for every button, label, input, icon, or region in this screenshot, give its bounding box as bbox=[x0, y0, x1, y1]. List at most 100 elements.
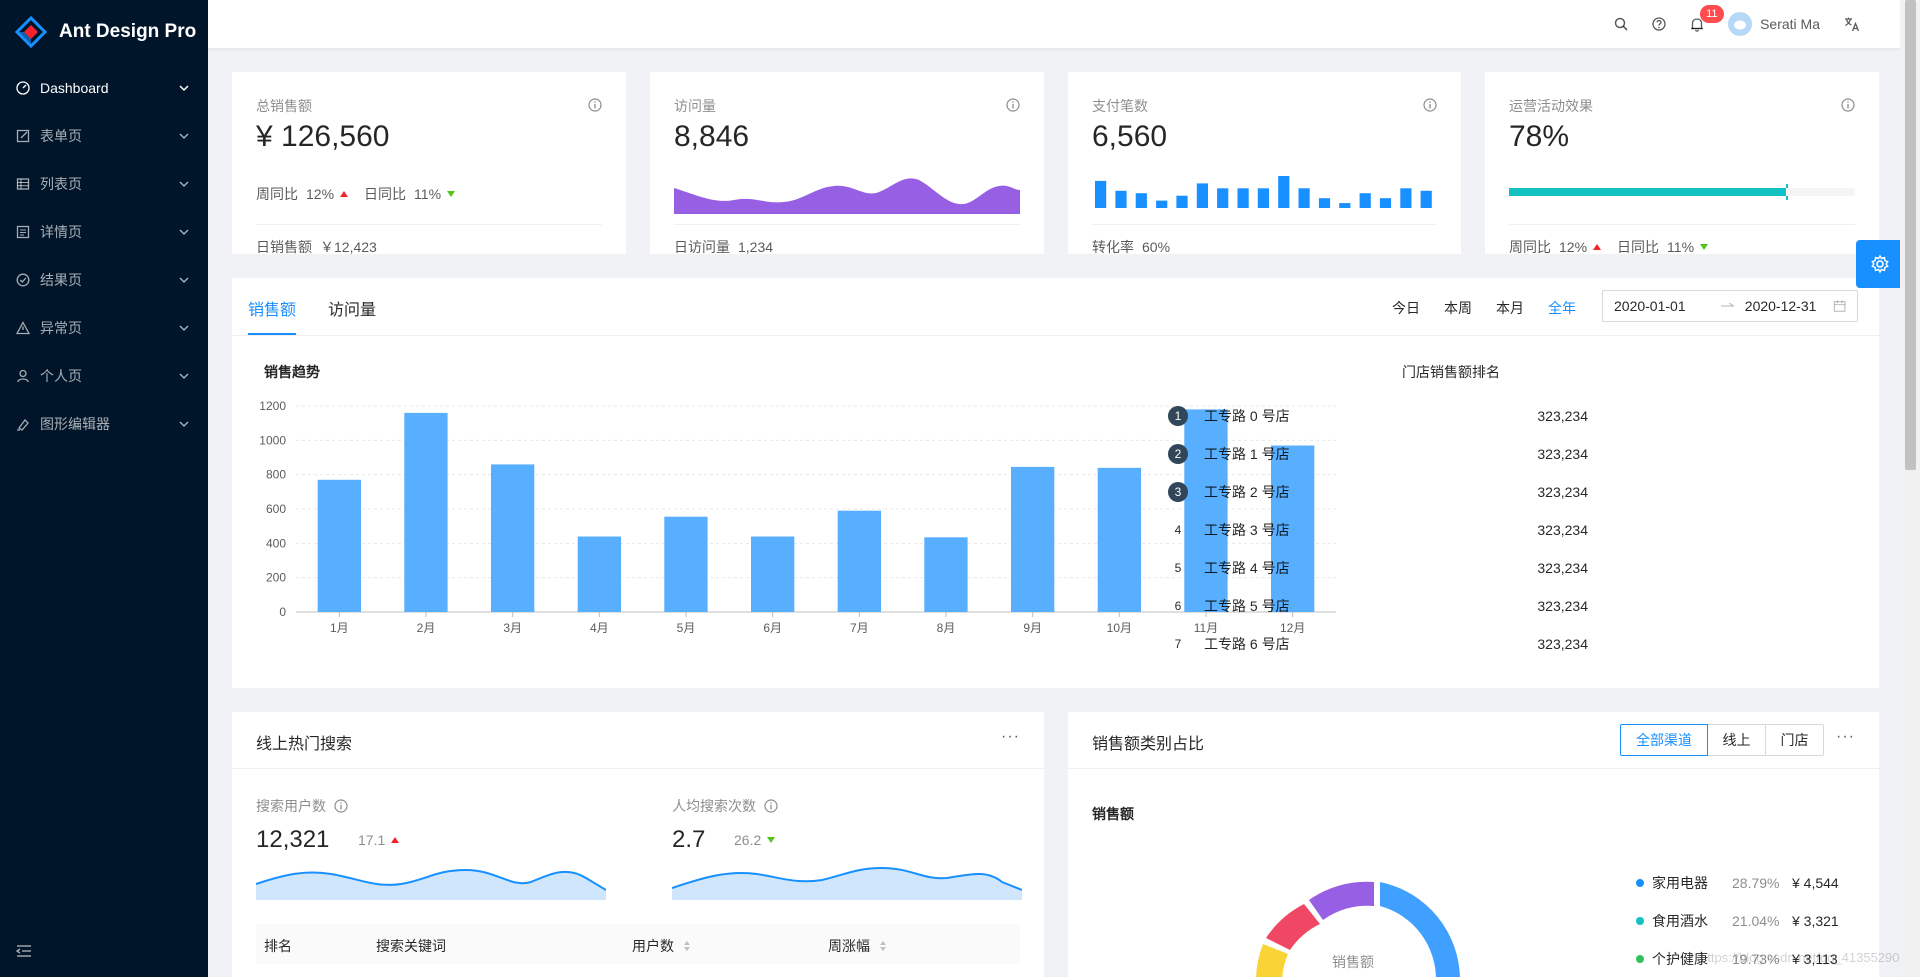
bar-2月 bbox=[404, 412, 448, 612]
legend-item[interactable]: 个护健康 19.73% ¥ 3,113 bbox=[1636, 948, 1866, 970]
sort-icon bbox=[880, 941, 886, 951]
col-keyword: 搜索关键词 bbox=[376, 938, 446, 954]
sidebar-item-exception[interactable]: 异常页 bbox=[0, 304, 208, 352]
info-circle-icon[interactable] bbox=[334, 799, 348, 813]
sidebar-item-profile[interactable]: 详情页 bbox=[0, 208, 208, 256]
x-tick-label: 8月 bbox=[937, 621, 956, 635]
scrollbar-thumb[interactable] bbox=[1905, 0, 1916, 470]
info-circle-icon[interactable] bbox=[1841, 98, 1855, 112]
ranking-row: 4 工专路 3 号店 323,234 bbox=[1168, 520, 1588, 540]
bar-4月 bbox=[577, 536, 621, 612]
store-name: 工专路 2 号店 bbox=[1204, 484, 1290, 500]
col-weekly-change[interactable]: 周涨幅 bbox=[828, 936, 888, 956]
date-end[interactable]: 2020-12-31 bbox=[1744, 298, 1817, 314]
bar-6月 bbox=[751, 536, 795, 612]
chevron-down-icon bbox=[179, 325, 189, 332]
sidebar-item-list[interactable]: 列表页 bbox=[0, 160, 208, 208]
stat-value: ¥ 126,560 bbox=[256, 120, 390, 153]
legend-percent: 19.73% bbox=[1732, 951, 1780, 967]
sidebar-item-label: 表单页 bbox=[40, 128, 82, 144]
metric-label: 人均搜索次数 bbox=[672, 798, 756, 814]
header-search-button[interactable] bbox=[1602, 0, 1640, 48]
radio-all-channels[interactable]: 全部渠道 bbox=[1620, 724, 1708, 756]
metric-change: 26.2 bbox=[734, 832, 762, 848]
trend-label: 周同比 bbox=[1509, 239, 1551, 255]
stat-footer: 转化率 60% bbox=[1092, 224, 1437, 257]
info-circle-icon[interactable] bbox=[588, 98, 602, 112]
sidebar-item-label: 图形编辑器 bbox=[40, 416, 110, 432]
card-header: 销售额类别占比 全部渠道 线上 门店 ··· bbox=[1068, 712, 1879, 769]
legend-item[interactable]: 家用电器 28.79% ¥ 4,544 bbox=[1636, 872, 1866, 894]
store-name: 工专路 4 号店 bbox=[1204, 560, 1290, 576]
sidebar-item-account[interactable]: 个人页 bbox=[0, 352, 208, 400]
language-button[interactable] bbox=[1832, 0, 1872, 48]
date-range-picker[interactable]: 2020-01-01 2020-12-31 bbox=[1602, 290, 1858, 322]
sidebar-item-editor[interactable]: 图形编辑器 bbox=[0, 400, 208, 448]
sidebar-item-label: Dashboard bbox=[40, 80, 109, 96]
sidebar-item-dashboard[interactable]: Dashboard bbox=[0, 64, 208, 112]
stat-label: 访问量 bbox=[674, 98, 716, 114]
date-start[interactable]: 2020-01-01 bbox=[1614, 298, 1686, 314]
mini-bar bbox=[1420, 190, 1432, 208]
col-rank: 排名 bbox=[264, 938, 292, 954]
metric-change: 17.1 bbox=[358, 832, 386, 848]
range-week[interactable]: 本周 bbox=[1444, 300, 1472, 316]
ellipsis-icon[interactable]: ··· bbox=[1001, 728, 1020, 745]
rank-number: 7 bbox=[1174, 637, 1182, 651]
caret-up-icon bbox=[391, 837, 400, 843]
range-month[interactable]: 本月 bbox=[1496, 300, 1524, 316]
x-tick-label: 5月 bbox=[677, 621, 696, 635]
app-title: Ant Design Pro bbox=[59, 21, 197, 42]
tab-visits[interactable]: 访问量 bbox=[328, 302, 377, 319]
sidebar-item-form[interactable]: 表单页 bbox=[0, 112, 208, 160]
form-icon bbox=[16, 129, 30, 143]
mini-bar bbox=[1359, 193, 1371, 208]
range-year[interactable]: 全年 bbox=[1548, 300, 1576, 316]
menu-fold-icon[interactable] bbox=[15, 944, 32, 961]
sort-icon bbox=[684, 941, 690, 951]
notice-badge: 11 bbox=[1700, 5, 1724, 23]
avg-search-label-row: 人均搜索次数 bbox=[672, 796, 778, 816]
store-sales: 323,234 bbox=[1537, 408, 1588, 424]
rank-number: 1 bbox=[1168, 406, 1188, 426]
visits-card: 访问量 8,846 日访问量 1,234 bbox=[650, 72, 1044, 255]
ranking-row: 6 工专路 5 号店 323,234 bbox=[1168, 596, 1588, 616]
legend-percent: 28.79% bbox=[1732, 875, 1780, 891]
info-circle-icon[interactable] bbox=[1006, 98, 1020, 112]
mini-bar bbox=[1156, 200, 1168, 208]
check-circle-icon bbox=[16, 273, 30, 287]
footer-value: ￥12,423 bbox=[320, 239, 377, 255]
tab-sales[interactable]: 销售额 bbox=[248, 302, 297, 319]
setting-drawer-button[interactable] bbox=[1856, 240, 1904, 288]
total-sales-card: 总销售额 ¥ 126,560 周同比 12% 日同比 11% 日销售额 ￥12,423 bbox=[232, 72, 626, 255]
info-circle-icon[interactable] bbox=[764, 799, 778, 813]
notice-button[interactable]: 11 bbox=[1678, 0, 1724, 48]
radio-store[interactable]: 门店 bbox=[1765, 724, 1824, 756]
user-dropdown[interactable]: Serati Ma bbox=[1716, 0, 1832, 48]
radio-online[interactable]: 线上 bbox=[1707, 724, 1766, 756]
help-button[interactable] bbox=[1640, 0, 1678, 48]
col-users[interactable]: 用户数 bbox=[632, 936, 692, 956]
ellipsis-icon[interactable]: ··· bbox=[1836, 728, 1855, 745]
donut-slice-4 bbox=[1309, 881, 1374, 920]
sidebar-item-result[interactable]: 结果页 bbox=[0, 256, 208, 304]
bar-10月 bbox=[1097, 467, 1141, 612]
search-users-value-row: 12,321 17.1 bbox=[256, 826, 400, 854]
legend-value: ¥ 3,321 bbox=[1792, 913, 1839, 929]
legend-item[interactable]: 食用酒水 21.04% ¥ 3,321 bbox=[1636, 910, 1866, 932]
info-circle-icon[interactable] bbox=[1423, 98, 1437, 112]
store-sales: 323,234 bbox=[1537, 522, 1588, 538]
metric-label: 搜索用户数 bbox=[256, 798, 326, 814]
legend-dot bbox=[1636, 879, 1644, 887]
page-scrollbar[interactable] bbox=[1900, 0, 1920, 977]
trend-value: 12% bbox=[306, 186, 335, 202]
rank-number: 3 bbox=[1168, 482, 1188, 502]
ranking-row: 3 工专路 2 号店 323,234 bbox=[1168, 482, 1588, 502]
bell-icon bbox=[1691, 17, 1704, 32]
range-today[interactable]: 今日 bbox=[1392, 300, 1420, 316]
legend-name: 家用电器 bbox=[1652, 875, 1708, 891]
question-circle-icon bbox=[1652, 17, 1666, 31]
logo[interactable]: Ant Design Pro bbox=[0, 0, 208, 64]
caret-down-icon bbox=[1700, 244, 1709, 250]
ranking-title: 门店销售额排名 bbox=[1402, 364, 1500, 380]
